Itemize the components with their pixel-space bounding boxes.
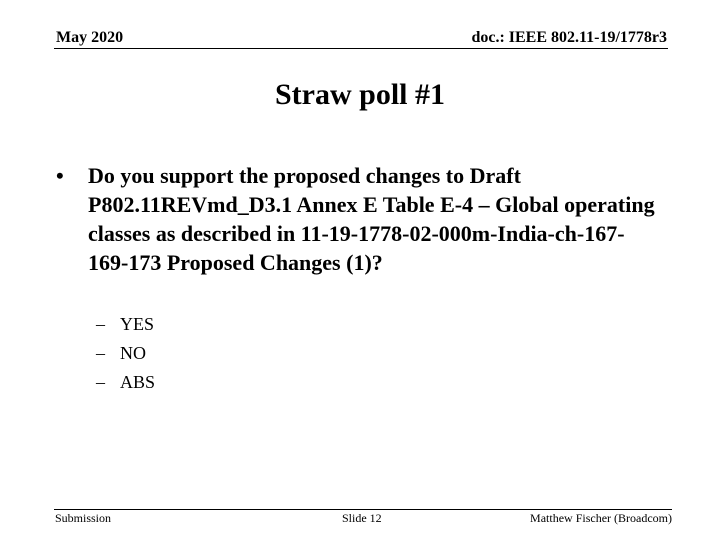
option-label: NO [120,343,146,363]
option-label: ABS [120,372,156,392]
slide-title: Straw poll #1 [274,78,445,111]
poll-options: – YES – NO – ABS [96,310,155,397]
header-date: May 2020 [56,29,124,46]
header-divider [54,48,668,49]
header-doc-id: doc.: IEEE 802.11-19/1778r3 [471,29,667,46]
option-yes: – YES [96,310,155,339]
option-no: – NO [96,339,155,368]
main-bullet: • Do you support the proposed changes to… [56,161,656,277]
bullet-marker: • [56,163,64,188]
option-dash: – [96,372,105,392]
footer-author: Matthew Fischer (Broadcom) [530,511,672,525]
footer-submission: Submission [55,511,112,525]
bullet-text: Do you support the proposed changes to D… [88,163,655,275]
footer-slide-number: Slide 12 [342,511,382,525]
option-abs: – ABS [96,368,155,397]
option-dash: – [96,343,105,363]
option-label: YES [120,314,155,334]
footer-divider [54,509,672,510]
option-dash: – [96,314,105,334]
